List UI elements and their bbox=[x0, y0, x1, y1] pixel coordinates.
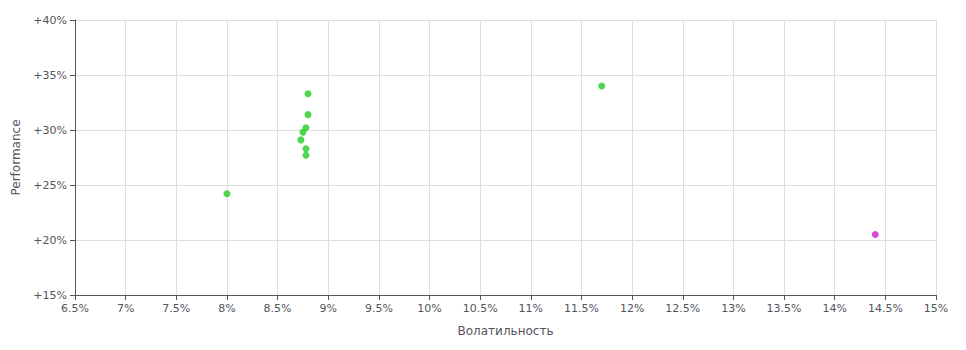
svg-text:+40%: +40% bbox=[33, 14, 67, 27]
svg-text:7%: 7% bbox=[117, 302, 134, 315]
svg-text:9%: 9% bbox=[320, 302, 337, 315]
svg-text:14.5%: 14.5% bbox=[868, 302, 903, 315]
svg-text:6.5%: 6.5% bbox=[61, 302, 89, 315]
svg-text:13.5%: 13.5% bbox=[767, 302, 802, 315]
svg-text:10.5%: 10.5% bbox=[463, 302, 498, 315]
svg-text:12.5%: 12.5% bbox=[665, 302, 700, 315]
svg-text:+15%: +15% bbox=[33, 289, 67, 302]
svg-text:10%: 10% bbox=[417, 302, 441, 315]
svg-text:12%: 12% bbox=[620, 302, 644, 315]
svg-text:8%: 8% bbox=[218, 302, 235, 315]
svg-text:Performance: Performance bbox=[9, 119, 23, 195]
svg-text:11.5%: 11.5% bbox=[564, 302, 599, 315]
svg-text:15%: 15% bbox=[924, 302, 948, 315]
svg-text:+25%: +25% bbox=[33, 179, 67, 192]
svg-text:9.5%: 9.5% bbox=[365, 302, 393, 315]
svg-text:+35%: +35% bbox=[33, 69, 67, 82]
svg-text:+20%: +20% bbox=[33, 234, 67, 247]
svg-text:Волатильность: Волатильность bbox=[458, 324, 554, 338]
svg-text:7.5%: 7.5% bbox=[162, 302, 190, 315]
svg-text:13%: 13% bbox=[721, 302, 745, 315]
svg-text:11%: 11% bbox=[519, 302, 543, 315]
svg-text:14%: 14% bbox=[822, 302, 846, 315]
svg-text:+30%: +30% bbox=[33, 124, 67, 137]
svg-text:8.5%: 8.5% bbox=[264, 302, 292, 315]
